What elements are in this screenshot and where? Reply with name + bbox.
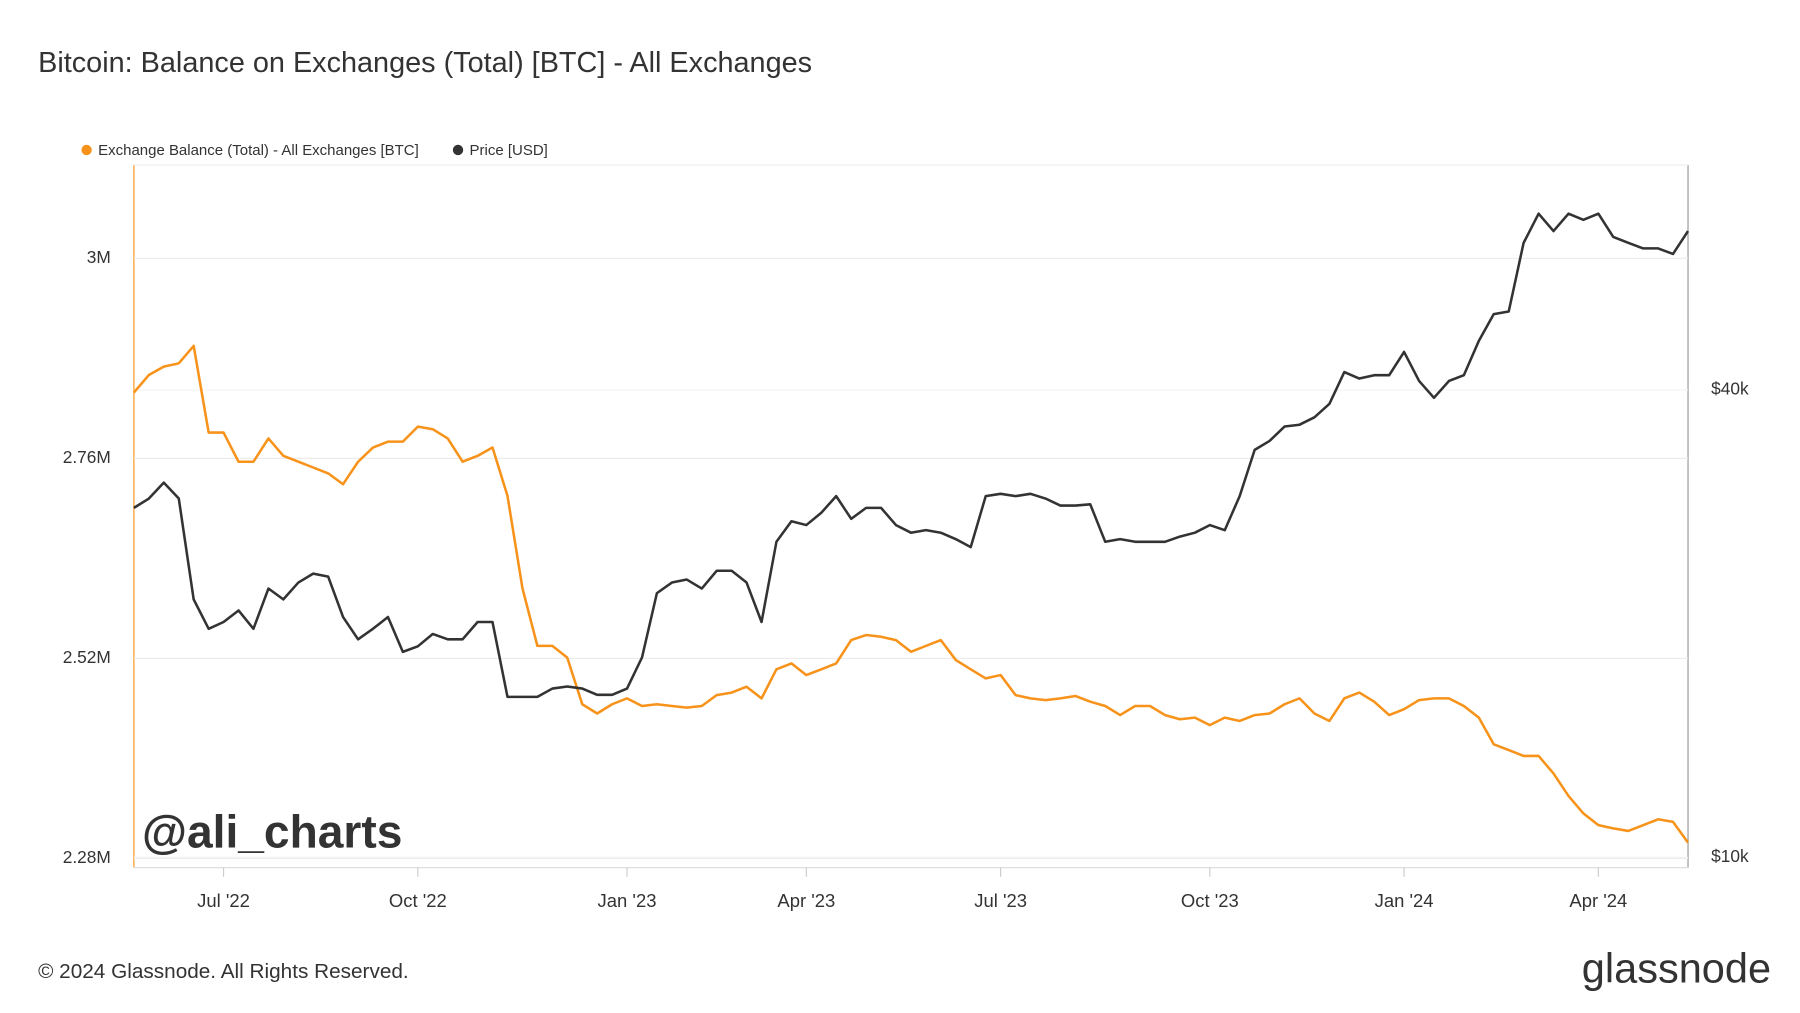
watermark: @ali_charts bbox=[142, 806, 402, 858]
x-tick-label: Jan '23 bbox=[598, 890, 657, 911]
legend-label: Price [USD] bbox=[470, 142, 548, 159]
x-tick-label: Apr '23 bbox=[777, 890, 835, 911]
chart-title: Bitcoin: Balance on Exchanges (Total) [B… bbox=[38, 47, 812, 79]
legend-marker bbox=[81, 144, 92, 156]
y-tick-label: 3M bbox=[87, 247, 111, 267]
footer: © 2024 Glassnode. All Rights Reserved. bbox=[38, 960, 409, 983]
series-line bbox=[133, 212, 1690, 699]
y2-tick-label: $40k bbox=[1711, 379, 1749, 399]
x-tick-label: Jan '24 bbox=[1375, 890, 1434, 911]
y2-tick-label: $10k bbox=[1711, 846, 1749, 866]
x-tick-label: Oct '22 bbox=[389, 890, 447, 911]
x-tick-label: Jul '23 bbox=[974, 890, 1027, 911]
legend-marker bbox=[452, 144, 464, 156]
logo: glassnode bbox=[1582, 944, 1771, 991]
series-line bbox=[132, 344, 1690, 844]
x-tick-label: Jul '22 bbox=[197, 890, 250, 911]
x-tick-label: Apr '24 bbox=[1569, 890, 1627, 911]
y-tick-label: 2.76M bbox=[63, 447, 111, 467]
legend-label: Exchange Balance (Total) - All Exchanges… bbox=[98, 142, 419, 159]
x-tick-label: Oct '23 bbox=[1181, 890, 1239, 911]
y-tick-label: 2.28M bbox=[63, 847, 111, 867]
y-tick-label: 2.52M bbox=[63, 647, 111, 667]
